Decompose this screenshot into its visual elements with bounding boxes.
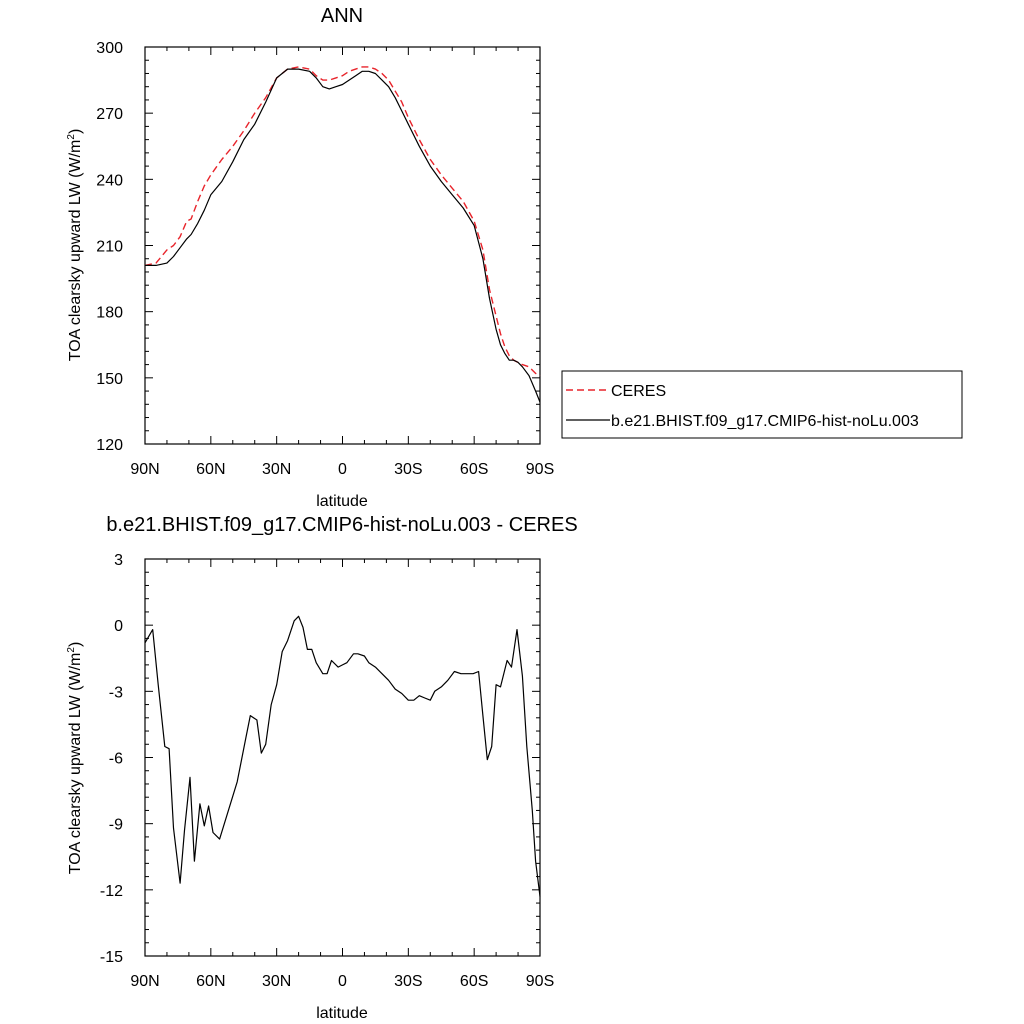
top-x-tick-label: 30S xyxy=(394,461,422,478)
top-y-label-tail: ) xyxy=(67,129,84,134)
top-chart-title: ANN xyxy=(321,5,363,27)
top-x-tick-label: 0 xyxy=(338,461,347,478)
top-y-tick-label: 150 xyxy=(96,371,123,388)
top-y-tick-label: 300 xyxy=(96,40,123,57)
bottom-y-tick-label: -15 xyxy=(100,949,123,966)
top-x-tick-label: 60S xyxy=(460,461,488,478)
top-y-tick-label: 270 xyxy=(96,106,123,123)
bottom-x-tick-label: 30S xyxy=(394,973,422,990)
top-series-line-0 xyxy=(144,66,541,377)
bottom-series-lines xyxy=(144,615,541,897)
bottom-panel: b.e21.BHIST.f09_g17.CMIP6-hist-noLu.003 … xyxy=(66,514,578,1022)
top-panel: ANN 90N 60N 30N 0 30S 60S 90S 120 150 180 210 240 27… xyxy=(66,5,554,510)
legend: CERES b.e21.BHIST.f09_g17.CMIP6-hist-noL… xyxy=(561,370,963,439)
bottom-x-tick-label: 90N xyxy=(130,973,159,990)
top-series-lines xyxy=(144,66,541,403)
bottom-x-axis-label: latitude xyxy=(316,1005,368,1022)
bottom-x-tick-label: 30N xyxy=(262,973,291,990)
top-series-line-1 xyxy=(145,68,541,403)
legend-label-model: b.e21.BHIST.f09_g17.CMIP6-hist-noLu.003 xyxy=(611,413,919,430)
top-y-tick-label: 120 xyxy=(96,437,123,454)
bottom-y-tick-label: -3 xyxy=(109,684,123,701)
top-plot-frame xyxy=(144,46,541,445)
bottom-y-axis-label: TOA clearsky upward LW (W/m2) xyxy=(66,642,84,875)
top-y-axis-label: TOA clearsky upward LW (W/m2) xyxy=(66,129,84,362)
bottom-y-label-sup: 2 xyxy=(66,647,77,653)
bottom-y-tick-label: -9 xyxy=(109,817,123,834)
bottom-y-tick-label: 0 xyxy=(114,618,123,635)
bottom-y-label-tail: ) xyxy=(67,642,84,647)
bottom-x-tick-label: 60N xyxy=(196,973,225,990)
top-y-label-sup: 2 xyxy=(66,134,77,140)
top-y-tick-label: 180 xyxy=(96,305,123,322)
legend-box xyxy=(561,370,963,439)
top-x-tick-label: 60N xyxy=(196,461,225,478)
top-x-tick-label: 90N xyxy=(130,461,159,478)
bottom-series-line-0 xyxy=(144,615,541,897)
top-y-tick-label: 210 xyxy=(96,239,123,256)
top-y-tick-label: 240 xyxy=(96,172,123,189)
top-ticks: 90N 60N 30N 0 30S 60S 90S 120 150 180 210 240 270 300 xyxy=(96,40,554,478)
top-x-tick-label: 30N xyxy=(262,461,291,478)
bottom-x-tick-label: 90S xyxy=(526,973,554,990)
bottom-ticks: 90N 60N 30N 0 30S 60S 90S -15 -12 -9 -6 -3 0 3 xyxy=(100,552,554,990)
bottom-y-tick-label: -12 xyxy=(100,883,123,900)
top-x-axis-label: latitude xyxy=(316,493,368,510)
bottom-plot-frame xyxy=(144,558,541,957)
bottom-x-tick-label: 60S xyxy=(460,973,488,990)
bottom-y-tick-label: -6 xyxy=(109,751,123,768)
legend-label-ceres: CERES xyxy=(611,383,666,400)
bottom-y-label-main: TOA clearsky upward LW (W/m xyxy=(67,653,84,875)
top-y-label-main: TOA clearsky upward LW (W/m xyxy=(67,140,84,362)
top-x-tick-label: 90S xyxy=(526,461,554,478)
bottom-y-tick-label: 3 xyxy=(114,552,123,569)
bottom-chart-title: b.e21.BHIST.f09_g17.CMIP6-hist-noLu.003 … xyxy=(106,514,577,536)
bottom-x-tick-label: 0 xyxy=(338,973,347,990)
